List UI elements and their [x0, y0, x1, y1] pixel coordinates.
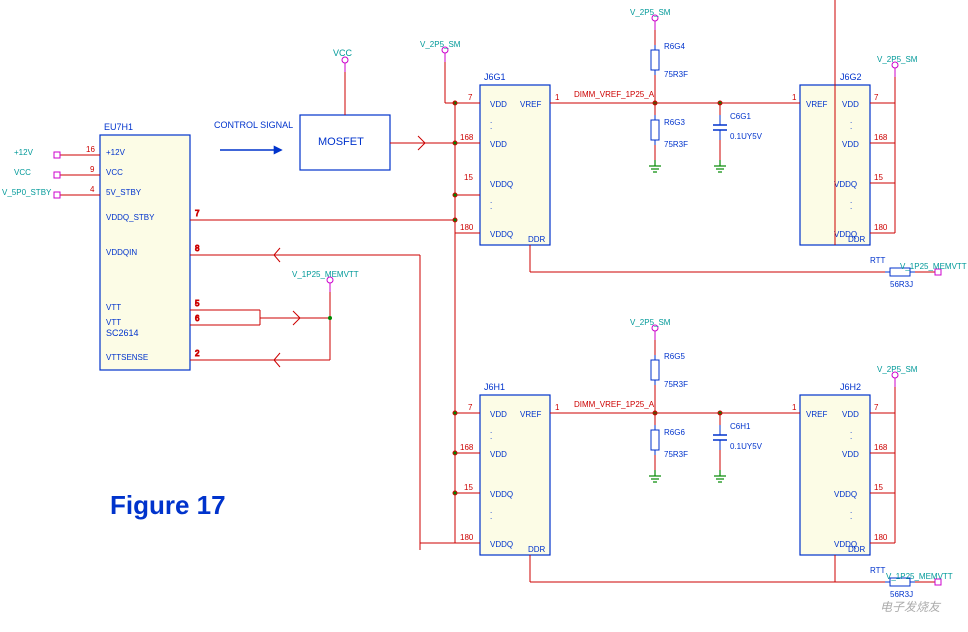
svg-text:9: 9 [90, 165, 95, 174]
net-v2p5-4: V_2P5_SM [630, 318, 670, 327]
pin-vttsense: VTTSENSE [106, 353, 148, 362]
svg-text:180: 180 [460, 533, 474, 542]
c6h1-val: 0.1UY5V [730, 442, 762, 451]
net-12v: +12V [14, 148, 33, 157]
ddr-J6G1 [480, 85, 550, 245]
svg-text:180: 180 [874, 223, 888, 232]
chip-ref: EU7H1 [104, 122, 133, 132]
rtt-1: RTT [870, 256, 885, 265]
net-v2p5-1: V_2P5_SM [420, 40, 460, 49]
r6g4-ref: R6G4 [664, 42, 685, 51]
r6g3-ref: R6G3 [664, 118, 685, 127]
ddr-J6H2 [800, 395, 870, 555]
mosfet-label: MOSFET [318, 136, 364, 148]
svg-text:7: 7 [874, 403, 879, 412]
svg-text:5: 5 [195, 299, 200, 308]
svg-text:1: 1 [792, 403, 797, 412]
svg-text:180: 180 [874, 533, 888, 542]
ref-j6h2: J6H2 [840, 382, 861, 392]
r6g5-val: 75R3F [664, 380, 688, 389]
r6g6-ref: R6G6 [664, 428, 685, 437]
r6g6-val: 75R3F [664, 450, 688, 459]
vcc-top: VCC [333, 48, 352, 58]
svg-text:7: 7 [195, 209, 200, 218]
pin-vddqstby: VDDQ_STBY [106, 213, 154, 222]
net-vcc: VCC [14, 168, 31, 177]
net-v2p5-3: V_2P5_SM [877, 55, 917, 64]
ref-j6h1: J6H1 [484, 382, 505, 392]
chip-left-pins: 16 9 4 [54, 145, 100, 198]
c6g1-ref: C6G1 [730, 112, 751, 121]
dimm-vref-2: DIMM_VREF_1P25_A [574, 400, 654, 409]
svg-text:7: 7 [468, 93, 473, 102]
net-memvtt-2: V_1P25_MEMVTT [900, 262, 967, 271]
watermark: 电子发烧友 [880, 598, 940, 615]
svg-text:15: 15 [464, 173, 473, 182]
pin-vtt2: VTT [106, 318, 121, 327]
svg-text:168: 168 [460, 443, 474, 452]
figure-label: Figure 17 [110, 490, 226, 521]
net-memvtt-1: V_1P25_MEMVTT [292, 270, 359, 279]
svg-text:8: 8 [195, 244, 200, 253]
chip-right-pins: 7 8 5 6 2 [190, 209, 455, 367]
rtt-1v: 56R3J [890, 280, 913, 289]
c6h1-ref: C6H1 [730, 422, 750, 431]
pin-5vstby: 5V_STBY [106, 188, 141, 197]
schematic-canvas: VDD VDD VDDQ VDDQ . . . . VREF DDR VDD V… [0, 0, 968, 632]
net-v2p5-2: V_2P5_SM [630, 8, 670, 17]
c6g1-val: 0.1UY5V [730, 132, 762, 141]
net-memvtt-3: V_1P25_MEMVTT [886, 572, 953, 581]
net-v2p5-5: V_2P5_SM [877, 365, 917, 374]
r6g4-val: 75R3F [664, 70, 688, 79]
svg-text:180: 180 [460, 223, 474, 232]
svg-text:2: 2 [195, 349, 200, 358]
svg-text:1: 1 [792, 93, 797, 102]
svg-text:168: 168 [460, 133, 474, 142]
svg-text:1: 1 [555, 403, 560, 412]
svg-text:7: 7 [468, 403, 473, 412]
svg-text:15: 15 [874, 483, 883, 492]
svg-text:4: 4 [90, 185, 95, 194]
svg-text:7: 7 [874, 93, 879, 102]
dimm-vref-1: DIMM_VREF_1P25_A [574, 90, 654, 99]
chip-part: SC2614 [106, 328, 139, 338]
pin-12v: +12V [106, 148, 125, 157]
pin-vcc: VCC [106, 168, 123, 177]
pin-vddqin: VDDQIN [106, 248, 137, 257]
svg-text:1: 1 [555, 93, 560, 102]
svg-text:168: 168 [874, 133, 888, 142]
control-signal-label: CONTROL SIGNAL [214, 120, 293, 130]
ref-j6g1: J6G1 [484, 72, 506, 82]
svg-text:15: 15 [464, 483, 473, 492]
net-5vstby: V_5P0_STBY [2, 188, 51, 197]
ddr-J6H1 [480, 395, 550, 555]
ref-j6g2: J6G2 [840, 72, 862, 82]
r6g3-val: 75R3F [664, 140, 688, 149]
svg-text:6: 6 [195, 314, 200, 323]
r6g5-ref: R6G5 [664, 352, 685, 361]
svg-text:15: 15 [874, 173, 883, 182]
rtt-2: RTT [870, 566, 885, 575]
pin-vtt1: VTT [106, 303, 121, 312]
svg-text:16: 16 [86, 145, 95, 154]
svg-text:168: 168 [874, 443, 888, 452]
